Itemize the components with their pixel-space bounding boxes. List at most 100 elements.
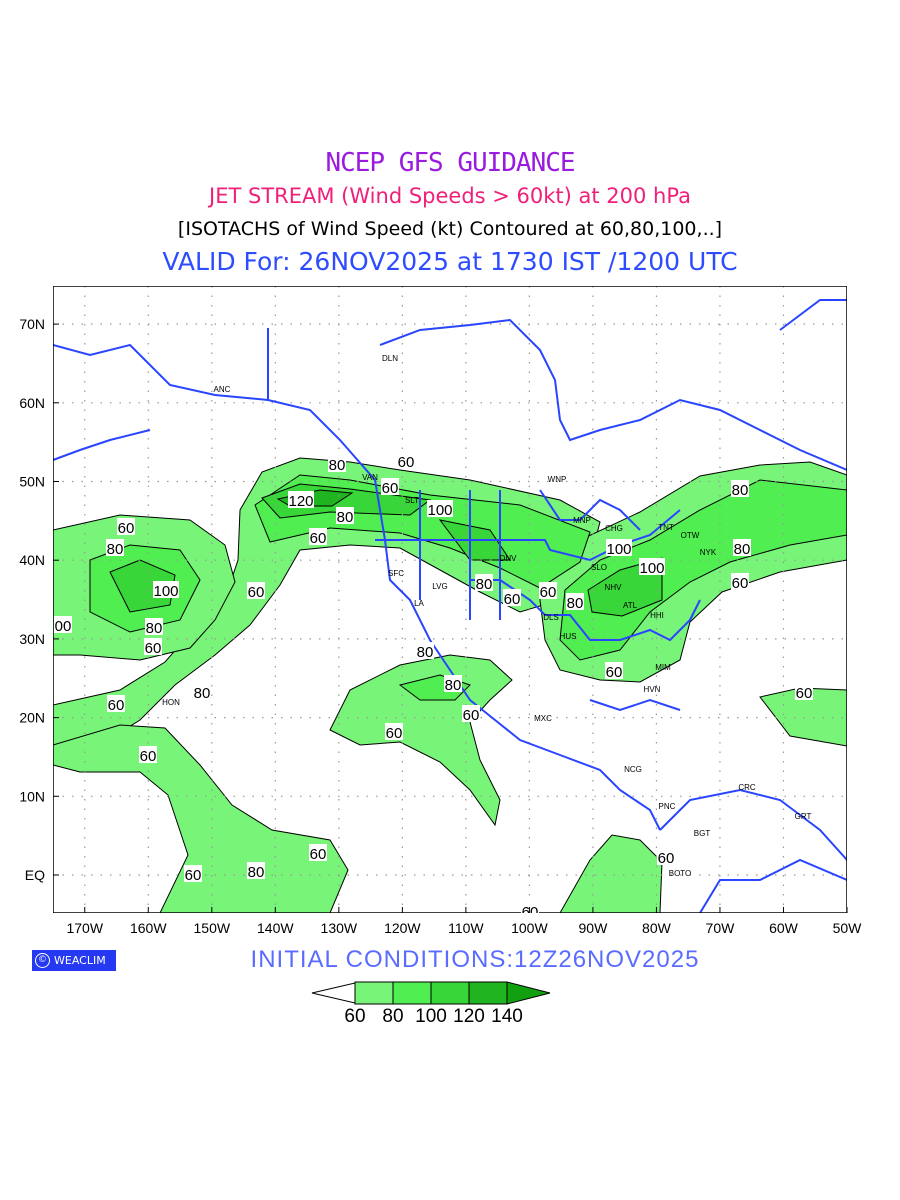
contour-label-bg <box>397 452 415 469</box>
contour-label-bg <box>247 862 265 879</box>
contour-label: 60 <box>144 638 162 657</box>
contour-label: 60 <box>309 528 327 547</box>
contour-label-text: 100 <box>606 541 631 558</box>
station-label: OTW <box>681 531 700 540</box>
lon-tick-label: 80W <box>642 920 672 936</box>
contour-label-bg <box>385 723 403 740</box>
south-america-60 <box>559 834 663 913</box>
colorbar-label: 100 <box>415 1006 447 1027</box>
lon-tick-label: 100W <box>511 920 548 936</box>
lat-tick-label: 30N <box>19 631 45 647</box>
contour-label-bg <box>427 500 453 517</box>
contour-label: 00 <box>54 616 72 635</box>
contour-label: 60 <box>397 452 415 471</box>
station-label: PNC <box>659 802 676 811</box>
contour-label-bg <box>336 507 354 524</box>
lat-tick-label: 70N <box>19 316 45 332</box>
contour-label-bg <box>106 539 124 556</box>
station-label: HUS <box>560 632 577 641</box>
station-label: BGT <box>694 829 711 838</box>
contour-label: 100 <box>639 558 665 577</box>
contour-label-text: 60 <box>658 850 675 867</box>
contour-label-text: 60 <box>463 707 480 724</box>
contour-label-bg <box>639 558 665 575</box>
contour-label-text: 60 <box>382 480 399 497</box>
station-label: DLS <box>543 613 559 622</box>
contour-label-bg <box>731 480 749 497</box>
contour-label-text: 60 <box>522 904 539 921</box>
contour-label: 80 <box>416 642 434 661</box>
contour-label-text: 60 <box>310 846 327 863</box>
station-label: MXC <box>534 714 552 723</box>
station-label: MNP <box>573 516 591 525</box>
contour-label: 80 <box>247 862 265 881</box>
contour-label: 60 <box>605 662 623 681</box>
contour-label-text: 60 <box>118 520 135 537</box>
lon-tick-label: 140W <box>257 920 294 936</box>
contour-label: 100 <box>606 539 632 558</box>
contour-label-text: 60 <box>248 584 265 601</box>
contour-label-text: 80 <box>329 457 346 474</box>
station-label: DNV <box>500 554 518 563</box>
south-pacific-60 <box>53 724 349 913</box>
station-label: CRC <box>738 783 756 792</box>
lat-tick-label: 10N <box>19 788 45 804</box>
contour-label-text: 80 <box>567 595 584 612</box>
station-label: LVG <box>432 582 447 591</box>
contour-label-bg <box>247 582 265 599</box>
credit-text: WEACLIM <box>54 954 106 967</box>
lon-tick-label: 70W <box>706 920 736 936</box>
colorbar-over-140 <box>506 981 551 1005</box>
contour-label-bg <box>521 902 539 913</box>
contour-label-bg <box>606 539 632 556</box>
contour-label: 80 <box>566 593 584 612</box>
contour-label-bg <box>193 683 211 700</box>
contour-label: 60 <box>247 582 265 601</box>
coastlines-borders <box>53 299 847 913</box>
contour-label-text: 60 <box>398 454 415 471</box>
station-label: SLO <box>591 563 607 572</box>
contour-label-text: 80 <box>734 541 751 558</box>
initial-conditions: INITIAL CONDITIONS:12Z26NOV2025 <box>250 946 700 973</box>
lon-tick-label: 90W <box>579 920 609 936</box>
contour-label: 80 <box>193 683 211 702</box>
contour-label-text: 60 <box>796 685 813 702</box>
contour-label-bg <box>107 695 125 712</box>
contour-label: 60 <box>385 723 403 742</box>
contour-label-bg <box>381 478 399 495</box>
contour-label-text: 100 <box>153 583 178 600</box>
contour-label-text: 60 <box>145 640 162 657</box>
lon-tick-label: 160W <box>130 920 167 936</box>
contour-label-text: 80 <box>476 576 493 593</box>
contour-label: 80 <box>444 675 462 694</box>
contour-label-text: 100 <box>639 560 664 577</box>
contour-label-bg <box>184 865 202 882</box>
contour-label: 100 <box>153 581 179 600</box>
contour-label-bg <box>328 455 346 472</box>
contour-label: 60 <box>731 573 749 592</box>
contour-label-bg <box>444 675 462 692</box>
contour-label-bg <box>145 618 163 635</box>
contour-label: 80 <box>733 539 751 558</box>
colorbar-label: 120 <box>453 1006 485 1027</box>
station-label: NYK <box>700 548 717 557</box>
lat-tick-label: 60N <box>19 395 45 411</box>
contour-label-bg <box>54 616 72 633</box>
contour-label-text: 60 <box>140 748 157 765</box>
station-label: BOTO <box>669 869 692 878</box>
station-label: VAN <box>362 473 378 482</box>
station-label: HVN <box>644 685 661 694</box>
station-label: HON <box>162 698 180 707</box>
colorbar-label: 80 <box>382 1006 404 1027</box>
contour-label-text: 80 <box>248 864 265 881</box>
contour-label-text: 100 <box>427 502 452 519</box>
station-label: ANC <box>214 385 231 394</box>
contour-label-bg <box>153 581 179 598</box>
contour-label-text: 60 <box>310 530 327 547</box>
contour-label: 60 <box>521 902 539 921</box>
contour-label: 80 <box>731 480 749 499</box>
lon-tick-label: 60W <box>769 920 799 936</box>
